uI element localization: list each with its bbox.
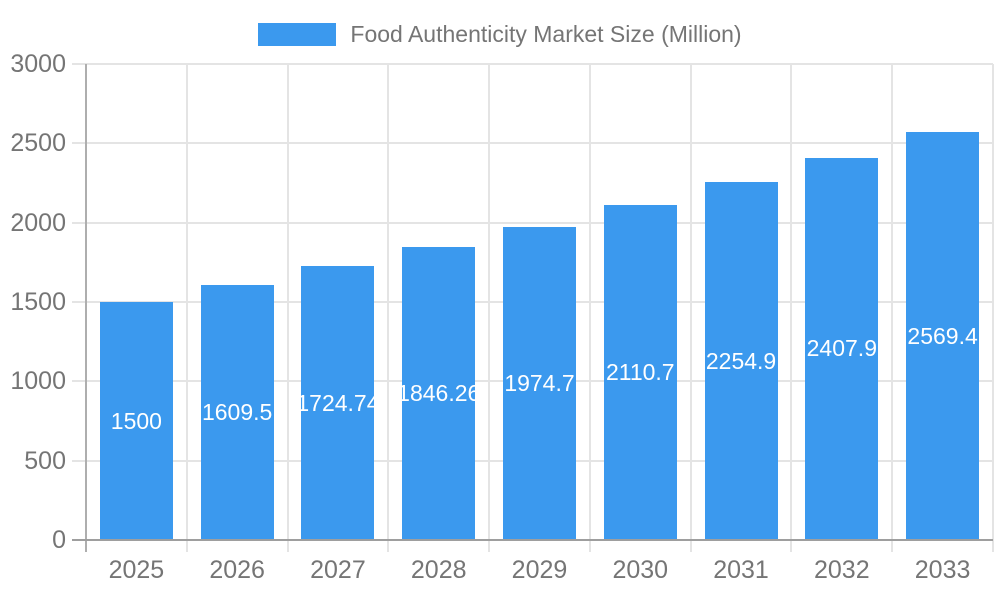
x-axis-tick-label: 2032 [814, 556, 870, 584]
bar-value-label: 1500 [110, 407, 162, 434]
gridline [86, 221, 993, 224]
bar[interactable]: 1724.74 [296, 266, 380, 540]
x-axis-tick-label: 2026 [209, 556, 265, 584]
x-axis-tick-label: 2030 [612, 556, 669, 584]
tick-mark [488, 540, 491, 552]
tick-mark [790, 540, 793, 552]
x-axis-tick-label: 2031 [713, 556, 769, 584]
x-axis-tick-label: 2029 [511, 556, 568, 584]
bar[interactable]: 1846.26 [397, 247, 480, 540]
bar[interactable]: 2407.9 [805, 157, 879, 540]
gridline [185, 64, 188, 540]
bar-value-label: 1974.7 [504, 369, 575, 396]
x-axis-tick-label: 2033 [914, 556, 971, 584]
tick-mark [992, 540, 994, 552]
y-axis-tick-label: 0 [52, 526, 66, 554]
x-axis-line [72, 539, 993, 541]
legend[interactable]: Food Authenticity Market Size (Million) [0, 20, 1000, 48]
gridline [387, 64, 390, 540]
x-axis-tick-label: 2027 [310, 556, 366, 584]
tick-mark [689, 540, 692, 552]
bar[interactable]: 2569.4 [906, 132, 980, 540]
bar[interactable]: 2254.9 [704, 182, 778, 540]
tick-mark [387, 540, 390, 552]
bar[interactable]: 1609.5 [200, 284, 274, 540]
gridline [790, 64, 793, 540]
bar-value-label: 2407.9 [806, 335, 877, 362]
y-axis-tick-label: 500 [24, 446, 66, 475]
bar[interactable]: 1974.7 [503, 226, 576, 540]
legend-swatch [258, 22, 337, 46]
tick-mark [72, 63, 86, 65]
gridline [488, 64, 491, 540]
bar-value-label: 1609.5 [201, 398, 273, 425]
tick-mark [588, 540, 591, 552]
bar-value-label: 2569.4 [907, 322, 978, 349]
y-axis-tick-label: 1000 [10, 367, 66, 396]
gridline [86, 63, 993, 65]
bar[interactable]: 2110.7 [603, 205, 677, 540]
gridline [588, 64, 591, 540]
gridline [891, 64, 894, 540]
y-axis-tick-label: 1500 [10, 288, 66, 316]
tick-mark [72, 380, 86, 383]
y-axis-tick-label: 2000 [10, 208, 66, 237]
x-axis-tick-label: 2028 [410, 556, 467, 584]
legend-label: Food Authenticity Market Size (Million) [350, 20, 742, 47]
tick-mark [286, 540, 289, 552]
x-axis-tick-label: 2025 [108, 556, 165, 584]
gridline [689, 64, 692, 540]
bar-value-label: 2254.9 [705, 347, 777, 374]
y-axis-line [85, 64, 87, 552]
gridline [86, 142, 993, 145]
tick-mark [72, 301, 86, 303]
y-axis-tick-label: 2500 [10, 129, 66, 158]
gridline [992, 64, 994, 540]
gridline [286, 64, 289, 540]
tick-mark [185, 540, 188, 552]
tick-mark [891, 540, 894, 552]
tick-mark [72, 221, 86, 224]
tick-mark [72, 142, 86, 145]
y-axis-tick-label: 3000 [10, 50, 66, 78]
bar[interactable]: 1500 [99, 302, 173, 540]
bar-value-label: 1846.26 [397, 380, 481, 407]
bar-value-label: 1724.74 [296, 389, 380, 416]
tick-mark [72, 459, 86, 462]
bar-value-label: 2110.7 [605, 359, 675, 386]
